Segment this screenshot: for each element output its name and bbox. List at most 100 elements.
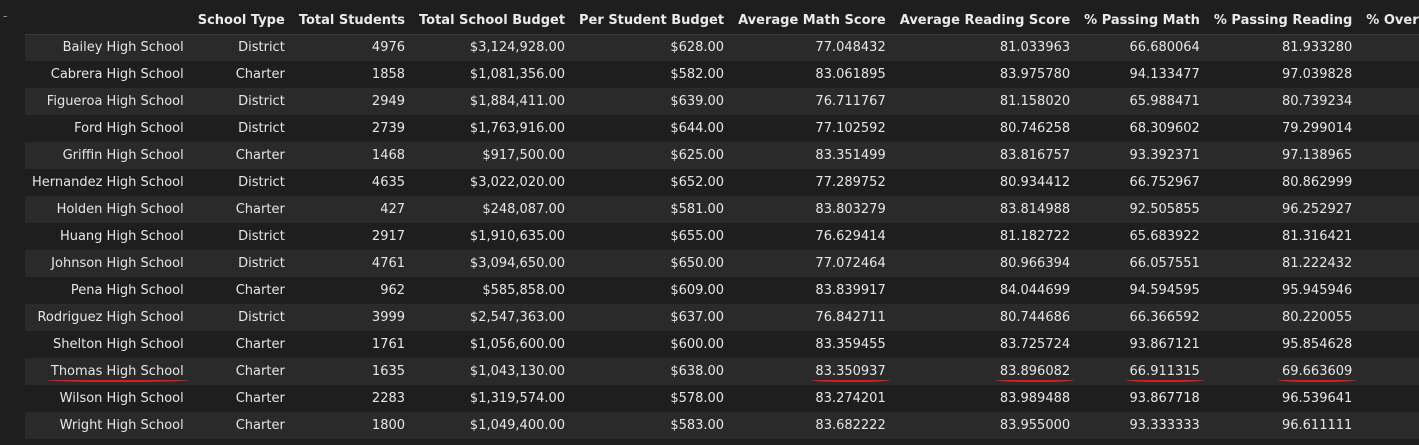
table-cell: 83.896082 [999, 364, 1071, 379]
table-cell: 54.289887 [1359, 115, 1419, 142]
table-cell: $1,081,356.00 [469, 67, 566, 82]
table-cell: 80.744686 [999, 310, 1071, 325]
row-index-school-name: Huang High School [59, 229, 184, 244]
table-cell: $609.00 [670, 283, 725, 298]
table-row: Wright High School Charter 1800 $1,049,400.… [25, 412, 1419, 439]
column-header: % Overall Passing [1359, 7, 1419, 35]
row-index-school-name: Wilson High School [59, 391, 184, 406]
red-underline [811, 377, 890, 382]
table-cell: 4635 [371, 175, 406, 190]
table-cell: 77.072464 [815, 256, 886, 271]
table-cell: 91.334769 [1359, 61, 1419, 88]
table-cell: 69.663609 [1281, 364, 1353, 379]
table-cell: District [238, 256, 285, 271]
table-cell: 53.204476 [1359, 88, 1419, 115]
table-cell: 79.299014 [1281, 121, 1353, 136]
red-underline [995, 377, 1075, 382]
table-cell: 90.540541 [1359, 277, 1419, 304]
table-row: Holden High School Charter 427 $248,087.00 $… [25, 196, 1419, 223]
table-cell: $1,910,635.00 [469, 229, 566, 244]
table-row: Griffin High School Charter 1468 $917,500.0… [25, 142, 1419, 169]
table-cell: 83.816757 [999, 148, 1071, 163]
column-header: Per Student Budget [572, 7, 732, 35]
table-cell: Charter [235, 418, 285, 433]
row-index-school-name: Hernandez High School [32, 175, 184, 190]
table-cell: 1858 [371, 67, 406, 82]
table-cell: 962 [380, 283, 406, 298]
column-header: Average Reading Score [892, 7, 1078, 35]
table-cell: 93.867121 [1129, 337, 1200, 352]
table-cell: 93.392371 [1129, 148, 1200, 163]
table-cell: 52.988247 [1359, 304, 1419, 331]
table-cell: 94.133477 [1129, 67, 1200, 82]
table-cell: $625.00 [670, 148, 725, 163]
table-cell: $644.00 [670, 121, 725, 136]
table-row: Huang High School District 2917 $1,910,635.… [25, 223, 1419, 250]
table-cell: 2739 [371, 121, 406, 136]
column-header: % Passing Reading [1206, 7, 1360, 35]
table-cell: 65.076453 [1359, 358, 1419, 385]
table-row: Bailey High School District 4976 $3,124,928… [25, 34, 1419, 61]
table-cell: 77.048432 [815, 40, 886, 56]
table-cell: 83.350937 [815, 364, 886, 379]
row-index-school-name: Thomas High School [50, 364, 184, 379]
table-row: Figueroa High School District 2949 $1,884,4… [25, 88, 1419, 115]
table-cell: $1,049,400.00 [469, 418, 566, 433]
table-cell: 84.044699 [999, 283, 1071, 298]
table-cell: $581.00 [670, 202, 725, 217]
table-cell: 65.988471 [1129, 94, 1200, 109]
table-cell: $638.00 [670, 364, 725, 379]
table-row: Thomas High School Charter 1635 $1,043,130.… [25, 358, 1419, 385]
table-cell: 97.039828 [1281, 67, 1353, 82]
column-header: School Type [190, 7, 292, 35]
table-cell: 83.351499 [815, 148, 886, 163]
table-cell: 95.854628 [1281, 337, 1353, 352]
table-cell: District [238, 94, 285, 109]
table-row: Cabrera High School Charter 1858 $1,081,356… [25, 61, 1419, 88]
index-header [25, 7, 191, 35]
header-row: School Type Total Students Total School Bu… [25, 7, 1419, 35]
table-cell: 427 [380, 202, 406, 217]
table-cell: 66.366592 [1129, 310, 1200, 325]
table-cell: 80.739234 [1281, 94, 1353, 109]
table-row: Shelton High School Charter 1761 $1,056,600… [25, 331, 1419, 358]
red-underline [1277, 377, 1357, 382]
table-cell: 66.752967 [1129, 175, 1200, 190]
table-cell: 83.682222 [815, 418, 886, 433]
table-cell: 81.222432 [1281, 256, 1353, 271]
table-cell: 92.505855 [1129, 202, 1200, 217]
table-cell: 95.945946 [1281, 283, 1353, 298]
table-cell: $655.00 [670, 229, 725, 244]
table-cell: 53.539172 [1359, 250, 1419, 277]
table-cell: 83.359455 [815, 337, 886, 352]
table-cell: 2283 [371, 391, 406, 406]
table-cell: 94.594595 [1129, 283, 1200, 298]
table-cell: 83.725724 [999, 337, 1071, 352]
table-cell: Charter [235, 391, 285, 406]
table-cell: 83.955000 [999, 418, 1071, 433]
table-cell: Charter [235, 283, 285, 298]
table-cell: Charter [235, 67, 285, 82]
table-cell: $1,043,130.00 [469, 364, 566, 379]
red-underline [46, 377, 188, 382]
table-row: Rodriguez High School District 3999 $2,547,… [25, 304, 1419, 331]
table-cell: Charter [235, 202, 285, 217]
table-cell: Charter [235, 364, 285, 379]
table-cell: 1468 [371, 148, 406, 163]
table-cell: $1,884,411.00 [469, 94, 566, 109]
table-cell: $248,087.00 [482, 202, 566, 217]
column-header: % Passing Math [1077, 7, 1207, 35]
table-cell: 81.933280 [1281, 40, 1353, 56]
table-cell: 80.862999 [1281, 175, 1353, 190]
table-cell: $637.00 [670, 310, 725, 325]
table-cell: 83.274201 [815, 391, 886, 406]
table-cell: $628.00 [670, 40, 725, 56]
row-index-school-name: Johnson High School [51, 256, 184, 271]
table-cell: 81.316421 [1281, 229, 1353, 244]
row-index-school-name: Cabrera High School [50, 67, 184, 82]
table-cell: District [238, 121, 285, 136]
table-cell: 80.966394 [999, 256, 1071, 271]
table-cell: 1800 [371, 418, 406, 433]
table-cell: 66.680064 [1129, 40, 1200, 56]
table-cell: 53.527508 [1359, 169, 1419, 196]
